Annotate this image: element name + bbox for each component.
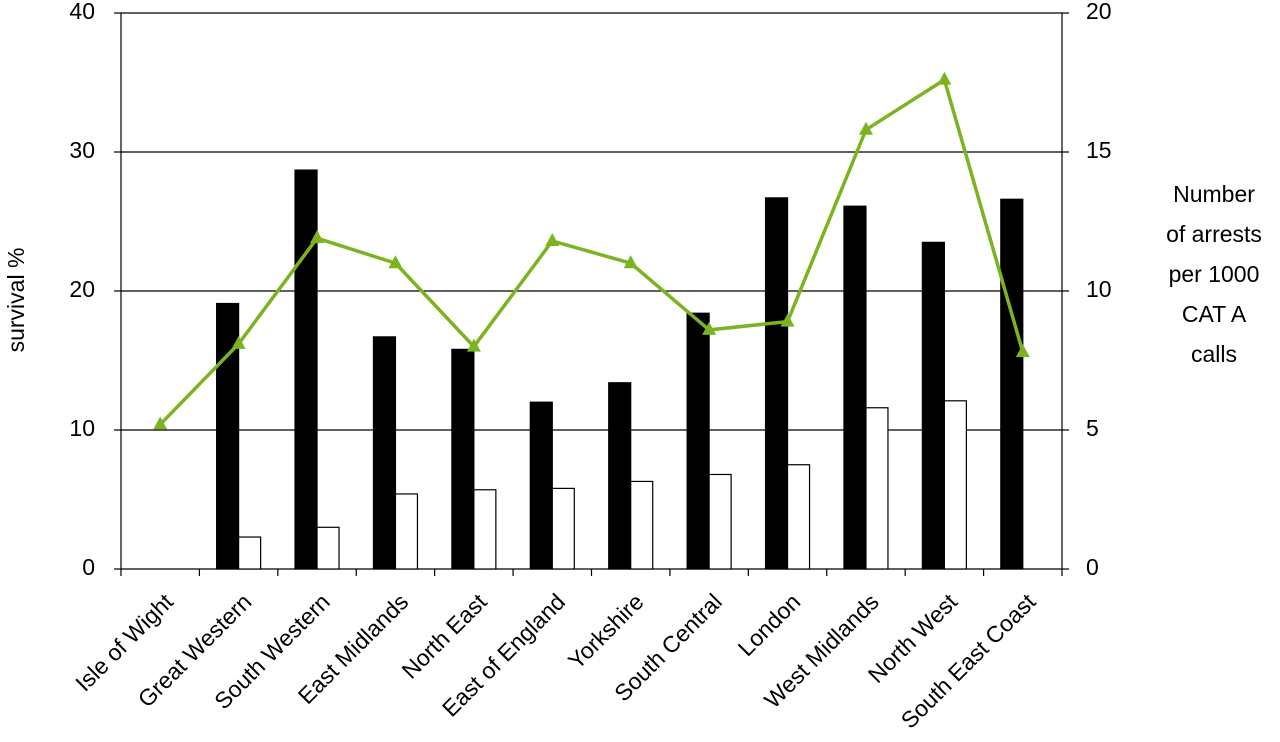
bar [294, 169, 318, 570]
marker [231, 335, 246, 349]
line [158, 76, 1025, 426]
bar [764, 197, 789, 570]
y2-axis-label: calls [1191, 341, 1237, 367]
y2-axis-label: CAT A [1182, 301, 1247, 327]
marker [545, 232, 560, 246]
bar [630, 480, 654, 570]
bar [551, 487, 575, 570]
marker [1015, 344, 1030, 358]
bar [843, 205, 867, 570]
marker [153, 416, 168, 430]
bar [786, 464, 811, 570]
bar [608, 382, 632, 570]
y2-axis-label: Number [1173, 181, 1255, 207]
y-axis-label: survival % [3, 248, 29, 353]
y-tick-label: 10 [69, 415, 95, 441]
bar [943, 400, 967, 570]
marker [623, 255, 638, 269]
bar [316, 526, 340, 570]
bar [708, 473, 732, 570]
y2-tick-label: 10 [1086, 276, 1112, 302]
bar [372, 336, 397, 570]
y2-axis-label: of arrests [1166, 221, 1262, 247]
bar [451, 348, 475, 570]
bar [865, 407, 889, 570]
y2-tick-label: 5 [1086, 415, 1099, 441]
marker [702, 321, 717, 335]
marker [937, 71, 952, 85]
y-tick-label: 40 [69, 0, 95, 24]
marker [388, 255, 403, 269]
bar [238, 536, 262, 570]
y-tick-label: 0 [82, 554, 95, 580]
y-tick-label: 30 [69, 137, 95, 163]
marker [780, 313, 795, 327]
marker [466, 338, 481, 352]
bar [686, 312, 710, 570]
y2-tick-label: 20 [1086, 0, 1112, 24]
bar [529, 401, 553, 570]
y2-tick-label: 0 [1086, 554, 1099, 580]
x-tick-label: London [733, 588, 806, 661]
y2-tick-label: 15 [1086, 137, 1112, 163]
bar [394, 493, 419, 570]
bar [1000, 198, 1024, 570]
marker [310, 230, 325, 244]
bar [921, 241, 945, 570]
bar [473, 489, 497, 570]
x-tick-label: South East Coast [896, 588, 1041, 733]
bar [216, 302, 240, 570]
y2-axis-label: per 1000 [1169, 261, 1260, 287]
marker [858, 121, 873, 135]
y-tick-label: 20 [69, 276, 95, 302]
